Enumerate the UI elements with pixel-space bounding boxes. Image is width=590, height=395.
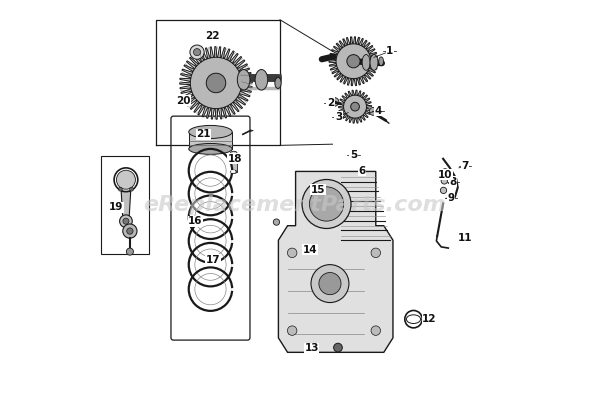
- Circle shape: [120, 215, 132, 228]
- Circle shape: [333, 343, 342, 352]
- Text: 20: 20: [176, 96, 191, 106]
- Circle shape: [369, 107, 377, 115]
- Text: 14: 14: [303, 245, 317, 255]
- Ellipse shape: [275, 77, 281, 88]
- Text: eReplacementParts.com: eReplacementParts.com: [143, 196, 447, 215]
- Circle shape: [287, 326, 297, 335]
- Circle shape: [350, 102, 359, 111]
- Bar: [101, 156, 149, 254]
- Circle shape: [330, 98, 339, 106]
- Bar: [231, 153, 237, 172]
- Circle shape: [129, 187, 133, 191]
- Circle shape: [196, 275, 225, 304]
- Text: 9: 9: [447, 192, 454, 203]
- Circle shape: [441, 178, 447, 184]
- Circle shape: [273, 219, 280, 225]
- Circle shape: [194, 49, 201, 56]
- Circle shape: [119, 187, 122, 191]
- Polygon shape: [278, 171, 393, 352]
- Text: 6: 6: [359, 166, 366, 176]
- Ellipse shape: [231, 151, 237, 154]
- Ellipse shape: [231, 170, 237, 173]
- Circle shape: [343, 95, 366, 118]
- Text: 21: 21: [196, 129, 211, 139]
- Circle shape: [302, 179, 351, 228]
- Polygon shape: [329, 37, 378, 86]
- Circle shape: [127, 228, 133, 234]
- Ellipse shape: [189, 126, 232, 138]
- Ellipse shape: [379, 57, 384, 66]
- Text: 8: 8: [450, 177, 457, 187]
- Ellipse shape: [370, 55, 378, 70]
- Circle shape: [196, 156, 225, 185]
- Circle shape: [116, 170, 136, 189]
- Circle shape: [442, 169, 448, 175]
- Text: 7: 7: [461, 161, 468, 171]
- Circle shape: [309, 187, 343, 221]
- Circle shape: [440, 187, 447, 194]
- Polygon shape: [180, 47, 253, 119]
- Text: 19: 19: [109, 202, 124, 213]
- Ellipse shape: [237, 70, 250, 90]
- Circle shape: [123, 218, 129, 224]
- Circle shape: [206, 73, 226, 93]
- Ellipse shape: [362, 55, 370, 70]
- Circle shape: [196, 226, 225, 256]
- Text: 5: 5: [350, 150, 357, 160]
- Text: 15: 15: [311, 184, 325, 195]
- Circle shape: [126, 248, 133, 255]
- Ellipse shape: [255, 70, 268, 90]
- Bar: [189, 132, 232, 149]
- Text: 3: 3: [335, 111, 342, 122]
- Circle shape: [196, 250, 225, 279]
- Text: 13: 13: [304, 343, 319, 354]
- Circle shape: [287, 248, 297, 258]
- Text: 17: 17: [205, 255, 220, 265]
- Circle shape: [196, 179, 225, 208]
- Circle shape: [123, 224, 137, 238]
- Polygon shape: [121, 192, 130, 218]
- Circle shape: [196, 203, 225, 232]
- Circle shape: [371, 248, 381, 258]
- Text: 12: 12: [422, 314, 437, 324]
- Ellipse shape: [189, 143, 232, 154]
- Polygon shape: [339, 90, 372, 123]
- Circle shape: [190, 45, 204, 59]
- Text: 4: 4: [374, 105, 382, 116]
- Text: 16: 16: [188, 216, 203, 226]
- Circle shape: [191, 57, 242, 109]
- Circle shape: [347, 55, 360, 68]
- Text: 22: 22: [205, 31, 220, 41]
- Text: 10: 10: [438, 169, 453, 180]
- Text: 2: 2: [327, 98, 334, 108]
- Text: 11: 11: [458, 233, 472, 243]
- Text: 1: 1: [386, 46, 394, 56]
- Text: 18: 18: [228, 154, 242, 164]
- Circle shape: [319, 273, 341, 295]
- Circle shape: [371, 326, 381, 335]
- Circle shape: [311, 265, 349, 303]
- Circle shape: [336, 44, 371, 79]
